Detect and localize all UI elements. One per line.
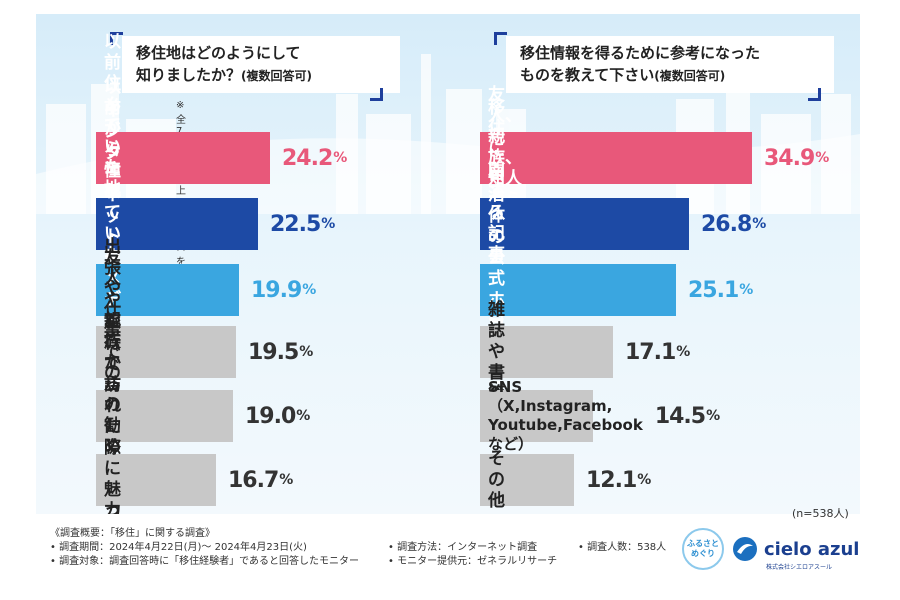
left-title-line1: 移住地はどのようにして [136, 44, 301, 62]
bar-category-label: その他 [488, 448, 505, 511]
bar [480, 264, 676, 316]
bar-value-label: 24.2% [282, 132, 347, 184]
bar-category-label: 旅行で訪れた際に 魅力を感じたから [104, 312, 121, 514]
bar-value-unit: % [299, 344, 313, 360]
survey-heading: 《調査概要：「移住」に関する調査》 [50, 528, 215, 539]
bar-value-unit: % [302, 282, 316, 298]
survey-method-block: • 調査方法：インターネット調査 • モニター提供元：ゼネラルリサーチ [388, 541, 557, 569]
bar-value-label: 26.8% [701, 198, 766, 250]
bar-value-unit: % [321, 216, 335, 232]
survey-period: • 調査期間：2024年4月22日(月)～ 2024年4月23日(火) [50, 542, 307, 553]
right-title-suffix: (複数回答可) [654, 69, 726, 83]
bar [480, 132, 752, 184]
bar-value-unit: % [706, 408, 720, 424]
survey-method: • 調査方法：インターネット調査 [388, 542, 538, 553]
bar [96, 198, 258, 250]
bar-value-label: 25.1% [688, 264, 753, 316]
meguri-logo-text: めぐり [691, 549, 715, 558]
bar [480, 454, 574, 506]
left-chart-title: 移住地はどのようにして 知りましたか？(複数回答可) [122, 36, 400, 93]
cielo-azul-logo: cielo azul [732, 536, 859, 562]
left-title-line2: 知りましたか？ [136, 66, 242, 84]
bar-value-number: 19.0 [245, 403, 296, 429]
bar-value-unit: % [676, 344, 690, 360]
cielo-azul-company-name: 株式会社シエロアスール [766, 564, 833, 571]
chart-frame: 移住地はどのようにして 知りましたか？(複数回答可) ※全7項目中上位6項目を抜… [36, 14, 860, 514]
bar-value-label: 19.5% [248, 326, 313, 378]
bar-category-label: 雑誌や書籍 [488, 300, 505, 404]
title-bracket [370, 88, 383, 101]
cielo-azul-mark-icon [733, 537, 757, 561]
bar [96, 264, 239, 316]
bar-value-number: 19.9 [251, 277, 302, 303]
bar-value-unit: % [637, 472, 651, 488]
bar-value-number: 25.1 [688, 277, 739, 303]
bar-value-unit: % [279, 472, 293, 488]
bar-value-label: 34.9% [764, 132, 829, 184]
bar-value-label: 19.9% [251, 264, 316, 316]
bar [96, 454, 216, 506]
bar-value-label: 16.7% [228, 454, 293, 506]
left-title-suffix: (複数回答可) [241, 69, 312, 83]
bar [96, 390, 233, 442]
bar-value-number: 16.7 [228, 467, 279, 493]
bar-value-number: 17.1 [625, 339, 676, 365]
title-bracket [110, 32, 123, 45]
bar [96, 326, 236, 378]
bar-value-number: 24.2 [282, 145, 333, 171]
survey-target: • 調査対象：調査回答時に「移住経験者」であると回答したモニター [50, 556, 359, 567]
bar-value-number: 14.5 [654, 403, 706, 429]
furusato-meguri-logo: ふるさと めぐり [682, 528, 724, 570]
title-bracket [808, 88, 821, 101]
bar-value-unit: % [752, 216, 766, 232]
furusato-logo-text: ふるさと [687, 539, 719, 548]
survey-overview: 《調査概要：「移住」に関する調査》 • 調査期間：2024年4月22日(月)～ … [50, 527, 359, 569]
bar-value-unit: % [296, 408, 310, 424]
bar-value-label: 12.1% [586, 454, 651, 506]
bar-value-label: 19.0% [245, 390, 310, 442]
bar-value-label: 17.1% [625, 326, 690, 378]
bar-value-unit: % [815, 150, 829, 166]
bar-value-number: 26.8 [701, 211, 752, 237]
right-chart-title: 移住情報を得るために参考になった ものを教えて下さい(複数回答可) [506, 36, 834, 93]
survey-count: • 調査人数：538人 [578, 542, 667, 553]
sample-size-note: (n=538人) [792, 507, 849, 520]
bar-value-number: 12.1 [586, 467, 637, 493]
bar-value-label: 14.5% [654, 390, 720, 442]
bar-value-unit: % [333, 150, 347, 166]
title-bracket [494, 32, 507, 45]
survey-provider: • モニター提供元：ゼネラルリサーチ [388, 556, 558, 567]
bar-value-number: 19.5 [248, 339, 299, 365]
bar-value-number: 22.5 [270, 211, 321, 237]
cielo-azul-wordmark: cielo azul [764, 538, 860, 560]
bar [480, 198, 689, 250]
right-title-line1: 移住情報を得るために参考になった [520, 44, 761, 62]
bar-category-label: SNS（X,Instagram, Youtube,Facebookなど） [488, 378, 643, 453]
bar-value-number: 34.9 [764, 145, 815, 171]
right-title-line2: ものを教えて下さい [520, 66, 655, 84]
bar [480, 390, 593, 442]
bar [96, 132, 270, 184]
bar [480, 326, 613, 378]
bar-value-unit: % [739, 282, 753, 298]
bar-value-label: 22.5% [270, 198, 335, 250]
